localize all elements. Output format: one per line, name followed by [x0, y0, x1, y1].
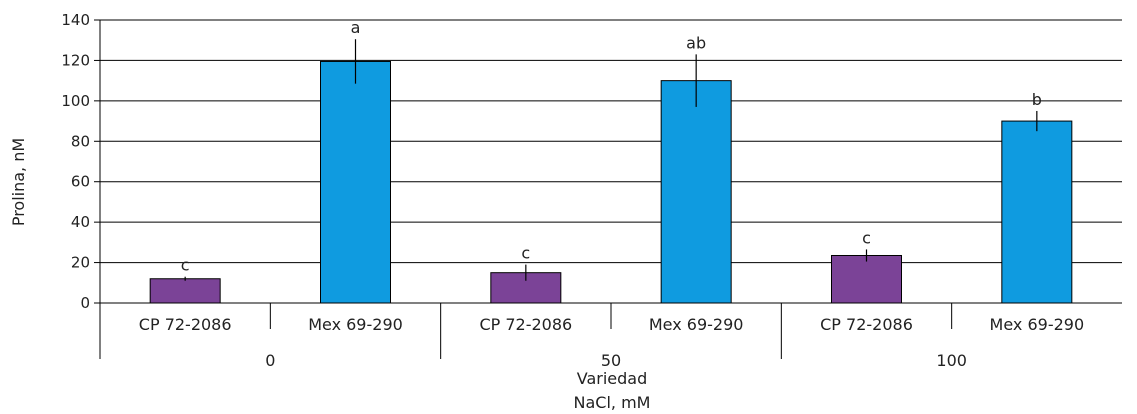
y-tick-label-40: 40 [71, 213, 90, 231]
bar-mex-69-290-100 [1001, 120, 1073, 304]
y-tick-label-0: 0 [80, 294, 90, 312]
significance-label: ab [686, 33, 706, 52]
significance-label: c [862, 228, 871, 247]
category-label: Mex 69-290 [308, 315, 403, 334]
category-label: CP 72-2086 [479, 315, 572, 334]
x-axis-title: Variedad [577, 369, 648, 388]
bar-layer [149, 39, 1073, 304]
significance-label: c [181, 256, 190, 275]
x-axis-title-secondary: NaCl, mM [574, 393, 651, 412]
y-tick-label-100: 100 [61, 92, 90, 110]
y-tick-label-80: 80 [71, 132, 90, 150]
category-label: CP 72-2086 [139, 315, 232, 334]
y-tick-label-120: 120 [61, 51, 90, 69]
category-label: CP 72-2086 [820, 315, 913, 334]
bar-mex-69-290-50 [660, 80, 732, 304]
significance-label: c [521, 244, 530, 263]
category-label: Mex 69-290 [990, 315, 1085, 334]
y-tick-label-20: 20 [71, 254, 90, 272]
group-label-0: 0 [265, 351, 275, 370]
bar-cp-72-2086-100 [831, 254, 902, 304]
y-axis-title: Prolina, nM [9, 138, 28, 226]
y-tick-label-60: 60 [71, 173, 90, 191]
group-label-50: 50 [601, 351, 621, 370]
y-tick-label-140: 140 [61, 11, 90, 29]
label-layer: 0 20 40 60 80 100 120 140 c CP 72-2086 a Mex 69-290… [61, 11, 1084, 370]
significance-label: b [1032, 90, 1042, 109]
bar-cp-72-2086-0 [149, 278, 221, 304]
significance-label: a [351, 18, 361, 37]
group-label-100: 100 [936, 351, 967, 370]
grid-layer [94, 19, 1122, 359]
category-label: Mex 69-290 [649, 315, 744, 334]
bar-mex-69-290-0 [320, 60, 391, 304]
